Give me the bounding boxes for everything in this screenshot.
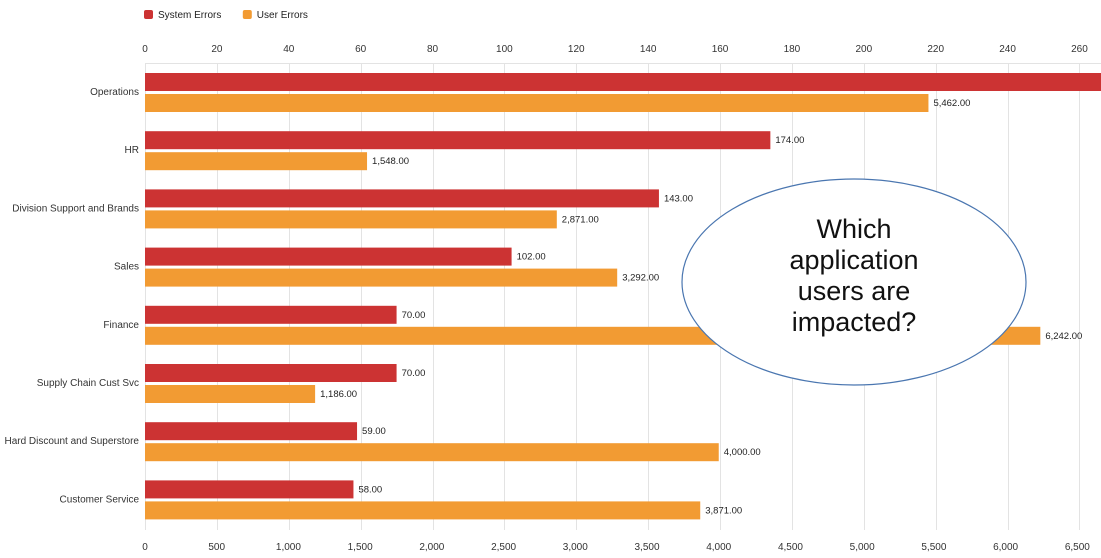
top-axis-tick-label: 120 xyxy=(568,44,585,55)
user-errors-bar xyxy=(145,152,368,171)
bottom-axis-tick-label: 4,000 xyxy=(706,542,731,553)
bar-value-label: 70.00 xyxy=(402,310,426,321)
top-axis-tick-label: 160 xyxy=(712,44,729,55)
top-axis-tick-label: 140 xyxy=(640,44,657,55)
bottom-axis-tick-label: 6,000 xyxy=(993,542,1018,553)
bar-value-label: 1,186.00 xyxy=(320,389,357,400)
user-errors-bar xyxy=(145,268,618,287)
bottom-axis-tick-label: 1,000 xyxy=(276,542,301,553)
system-errors-bar xyxy=(145,305,397,324)
bar-value-label: 4,000.00 xyxy=(724,447,761,458)
bottom-axis-tick-label: 4,500 xyxy=(778,542,803,553)
legend: System Errors User Errors xyxy=(144,10,308,21)
category-label: Customer Service xyxy=(60,494,140,505)
bottom-axis-tick-label: 2,000 xyxy=(419,542,444,553)
user-errors-bar xyxy=(145,210,557,229)
top-axis-tick-label: 100 xyxy=(496,44,513,55)
top-axis-tick-label: 220 xyxy=(927,44,944,55)
system-errors-bar xyxy=(145,422,358,441)
category-label: Operations xyxy=(90,87,139,98)
callout-ellipse xyxy=(681,178,1027,386)
system-errors-bar xyxy=(145,73,1101,91)
bottom-axis-tick-label: 1,500 xyxy=(348,542,373,553)
bar-value-label: 5,462.00 xyxy=(933,98,970,109)
category-label: HR xyxy=(125,145,139,156)
system-errors-bar xyxy=(145,131,771,150)
legend-label: User Errors xyxy=(257,10,308,21)
top-axis-tick-label: 40 xyxy=(283,44,295,55)
bar-value-label: 58.00 xyxy=(358,484,382,495)
category-label: Hard Discount and Superstore xyxy=(4,436,139,447)
bar-value-label: 102.00 xyxy=(517,252,546,263)
bottom-axis-tick-label: 0 xyxy=(142,542,148,553)
category-label: Sales xyxy=(114,262,139,273)
callout-text-line: impacted? xyxy=(792,307,917,337)
system-errors-bar xyxy=(145,247,512,266)
top-axis-tick-label: 240 xyxy=(999,44,1016,55)
top-axis-tick-label: 20 xyxy=(211,44,223,55)
user-errors-bar xyxy=(145,501,701,520)
legend-swatch xyxy=(144,10,153,19)
bar-value-label: 70.00 xyxy=(402,368,426,379)
user-errors-bar xyxy=(145,385,316,403)
legend-swatch xyxy=(242,10,252,19)
system-errors-bar xyxy=(145,189,659,208)
bar-value-label: 59.00 xyxy=(362,426,386,437)
bottom-axis-tick-label: 500 xyxy=(208,542,225,553)
bar-value-label: 174.00 xyxy=(775,135,804,146)
category-label: Division Support and Brands xyxy=(12,203,139,214)
bottom-axis-tick-label: 3,000 xyxy=(563,542,588,553)
category-label: Finance xyxy=(103,320,139,331)
bottom-axis-tick-label: 6,500 xyxy=(1065,542,1090,553)
bar-value-label: 3,292.00 xyxy=(622,273,659,284)
top-axis-tick-label: 200 xyxy=(855,44,872,55)
legend-label: System Errors xyxy=(158,10,221,21)
bottom-axis-tick-label: 2,500 xyxy=(491,542,516,553)
system-errors-bar xyxy=(145,480,354,499)
bar-value-label: 143.00 xyxy=(664,193,693,204)
top-axis-tick-label: 0 xyxy=(142,44,148,55)
user-errors-bar xyxy=(145,94,929,112)
bottom-axis-tick-label: 5,500 xyxy=(921,542,946,553)
bar-value-label: 6,242.00 xyxy=(1045,331,1082,342)
user-errors-bar xyxy=(145,443,719,462)
system-errors-bar xyxy=(145,364,397,382)
top-axis-tick-label: 60 xyxy=(355,44,367,55)
bottom-axis-tick-label: 5,000 xyxy=(850,542,875,553)
axes: 0 20 40 60 80 100 120 140 160 180 200 220 240 260 0 500… xyxy=(4,44,1090,553)
bar-value-label: 1,548.00 xyxy=(372,156,409,167)
callout-text-line: application xyxy=(789,245,918,275)
top-axis-tick-label: 260 xyxy=(1071,44,1088,55)
category-label: Supply Chain Cust Svc xyxy=(37,378,139,389)
bar-value-label: 3,871.00 xyxy=(705,505,742,516)
callout-text-line: users are xyxy=(798,276,911,306)
top-axis-tick-label: 80 xyxy=(427,44,439,55)
callout-text-line: Which xyxy=(816,214,891,244)
bar-value-label: 2,871.00 xyxy=(562,214,599,225)
top-axis-tick-label: 180 xyxy=(784,44,801,55)
bottom-axis-tick-label: 3,500 xyxy=(635,542,660,553)
